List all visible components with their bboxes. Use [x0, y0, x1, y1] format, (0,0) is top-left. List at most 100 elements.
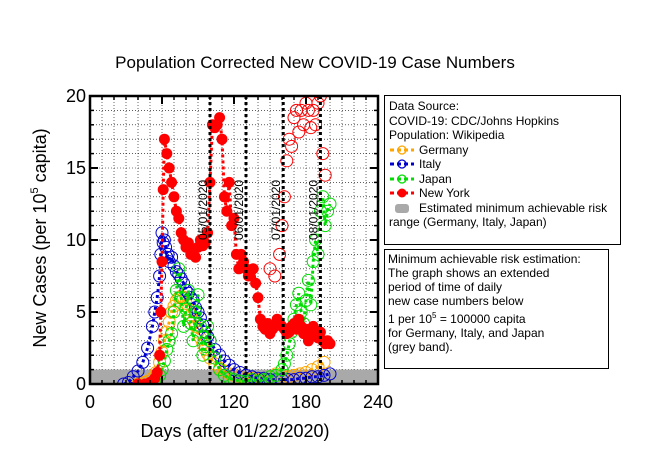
info-line: for Germany, Italy, and Japan — [388, 326, 545, 340]
data-point-new-york-open — [268, 269, 282, 283]
data-point-japan — [174, 291, 188, 305]
data-point-italy — [145, 319, 159, 333]
data-point-new-york — [199, 237, 211, 249]
legend-swatch-new-york — [390, 188, 414, 198]
data-point-japan — [277, 357, 291, 371]
data-point-new-york — [250, 277, 262, 289]
data-point-italy — [131, 364, 145, 378]
x-tick-label: 0 — [85, 392, 95, 412]
data-point-japan — [172, 262, 186, 276]
data-point-germany — [160, 325, 174, 339]
data-point-japan — [203, 334, 217, 348]
legend-swatch-risk-band — [395, 203, 409, 213]
data-point-japan — [299, 293, 313, 307]
data-point-japan — [179, 302, 193, 316]
data-point-japan — [304, 298, 318, 312]
data-point-new-york-open — [285, 139, 299, 153]
data-point-new-york-open — [275, 219, 289, 233]
data-point-italy — [141, 341, 155, 355]
data-point-new-york — [166, 176, 178, 188]
legend-label: New York — [419, 186, 470, 200]
x-tick-label: 240 — [363, 392, 393, 412]
data-point-new-york — [223, 176, 235, 188]
data-point-new-york-open — [292, 125, 306, 139]
data-point-japan — [301, 273, 315, 287]
data-point-new-york-open — [316, 147, 330, 161]
data-point-new-york — [156, 256, 168, 268]
data-point-italy — [136, 355, 150, 369]
legend-item-germany: Germany — [389, 143, 620, 158]
source-line: Data Source: — [389, 99, 460, 113]
data-point-italy — [159, 240, 173, 254]
data-point-italy — [117, 377, 131, 384]
y-tick-label: 20 — [66, 86, 86, 106]
info-line: Minimum achievable risk estimation: — [388, 252, 581, 266]
info-line: period of time of daily — [388, 280, 503, 294]
legend: Data Source: COVID-19: CDC/Johns Hopkins… — [384, 95, 621, 245]
data-point-japan — [208, 351, 222, 365]
data-point-japan — [167, 305, 181, 319]
data-point-new-york — [154, 349, 166, 361]
y-tick-label: 5 — [76, 302, 86, 322]
series-group — [117, 96, 337, 384]
data-point-italy — [157, 233, 171, 247]
data-point-italy — [169, 265, 183, 279]
date-marker-label: 06/01/2020 — [232, 180, 246, 240]
data-point-japan — [316, 190, 330, 204]
data-point-new-york — [216, 133, 228, 145]
data-point-new-york — [168, 191, 180, 203]
data-point-new-york — [155, 306, 167, 318]
x-tick-label: 120 — [219, 392, 249, 412]
data-point-japan — [186, 334, 200, 348]
data-point-new-york — [190, 251, 202, 263]
data-point-japan — [191, 288, 205, 302]
data-point-japan — [311, 247, 325, 261]
data-point-japan — [184, 317, 198, 331]
info-line: (grey band). — [388, 340, 453, 354]
data-point-new-york-open — [273, 247, 287, 261]
legend-item-japan: Japan — [389, 172, 620, 187]
chart-title: Population Corrected New COVID-19 Case N… — [115, 53, 515, 72]
data-point-japan — [165, 327, 179, 341]
date-marker-label: 05/01/2020 — [196, 180, 210, 240]
data-point-new-york — [228, 212, 240, 224]
data-point-italy — [323, 367, 337, 381]
data-point-new-york — [173, 212, 185, 224]
data-point-japan — [306, 255, 320, 269]
legend-swatch-italy — [390, 159, 414, 169]
data-point-italy — [150, 291, 164, 305]
data-point-japan — [201, 319, 215, 333]
legend-label: Germany — [419, 142, 469, 157]
data-point-new-york-open — [277, 190, 291, 204]
data-point-new-york-open — [263, 262, 277, 276]
data-point-japan — [177, 319, 191, 333]
data-point-italy — [317, 368, 331, 382]
info-box: Minimum achievable risk estimation: The … — [384, 249, 609, 369]
legend-item-italy: Italy — [389, 157, 620, 172]
data-point-japan — [318, 219, 332, 233]
y-tick-label: 10 — [66, 230, 86, 250]
data-point-new-york-open — [301, 103, 315, 117]
legend-label: Italy — [419, 157, 442, 171]
info-line: 1 per 105 = 100000 capita — [388, 311, 526, 327]
data-point-germany — [317, 355, 331, 369]
y-tick-label: 0 — [76, 374, 86, 394]
data-point-japan — [162, 334, 176, 348]
data-point-japan — [251, 374, 265, 384]
data-point-new-york-open — [309, 118, 323, 132]
data-point-japan — [323, 197, 337, 211]
data-point-new-york — [214, 112, 226, 124]
data-point-japan — [193, 319, 207, 333]
data-point-new-york — [163, 162, 175, 174]
data-point-new-york — [182, 237, 194, 249]
data-point-italy — [217, 354, 231, 368]
info-line: The graph shows an extended — [388, 266, 550, 280]
data-point-japan — [257, 373, 271, 384]
data-point-italy — [165, 250, 179, 264]
legend-swatch-germany — [390, 145, 414, 155]
legend-label: Japan — [419, 171, 452, 186]
data-point-new-york — [221, 205, 233, 217]
info-line: new case numbers below — [388, 294, 524, 308]
data-point-new-york — [161, 148, 173, 160]
